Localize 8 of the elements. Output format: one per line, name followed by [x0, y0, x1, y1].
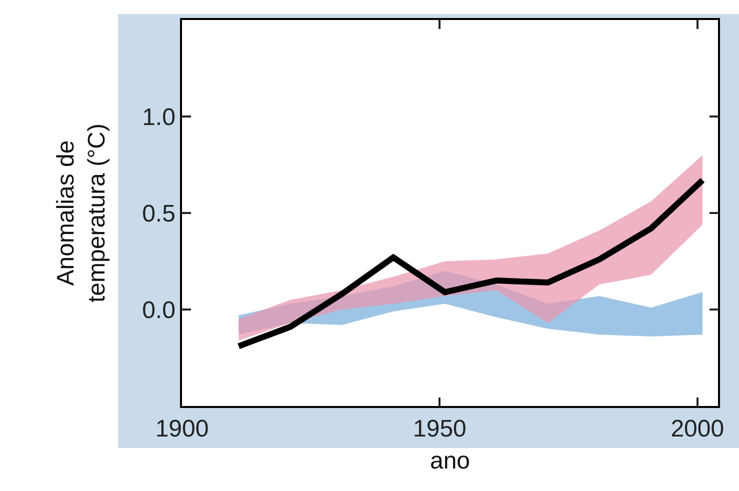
y-axis-title: Anomalias de temperatura (°C): [52, 124, 111, 302]
x-tick-label: 1900: [155, 416, 209, 443]
y-tick-label: 1.0: [142, 104, 176, 131]
x-axis-title: ano: [430, 447, 470, 474]
x-tick-label: 2000: [670, 416, 724, 443]
x-tick-label: 1950: [412, 416, 466, 443]
y-tick-label: 0.5: [142, 200, 176, 228]
y-tick-label: 0.0: [142, 296, 176, 324]
